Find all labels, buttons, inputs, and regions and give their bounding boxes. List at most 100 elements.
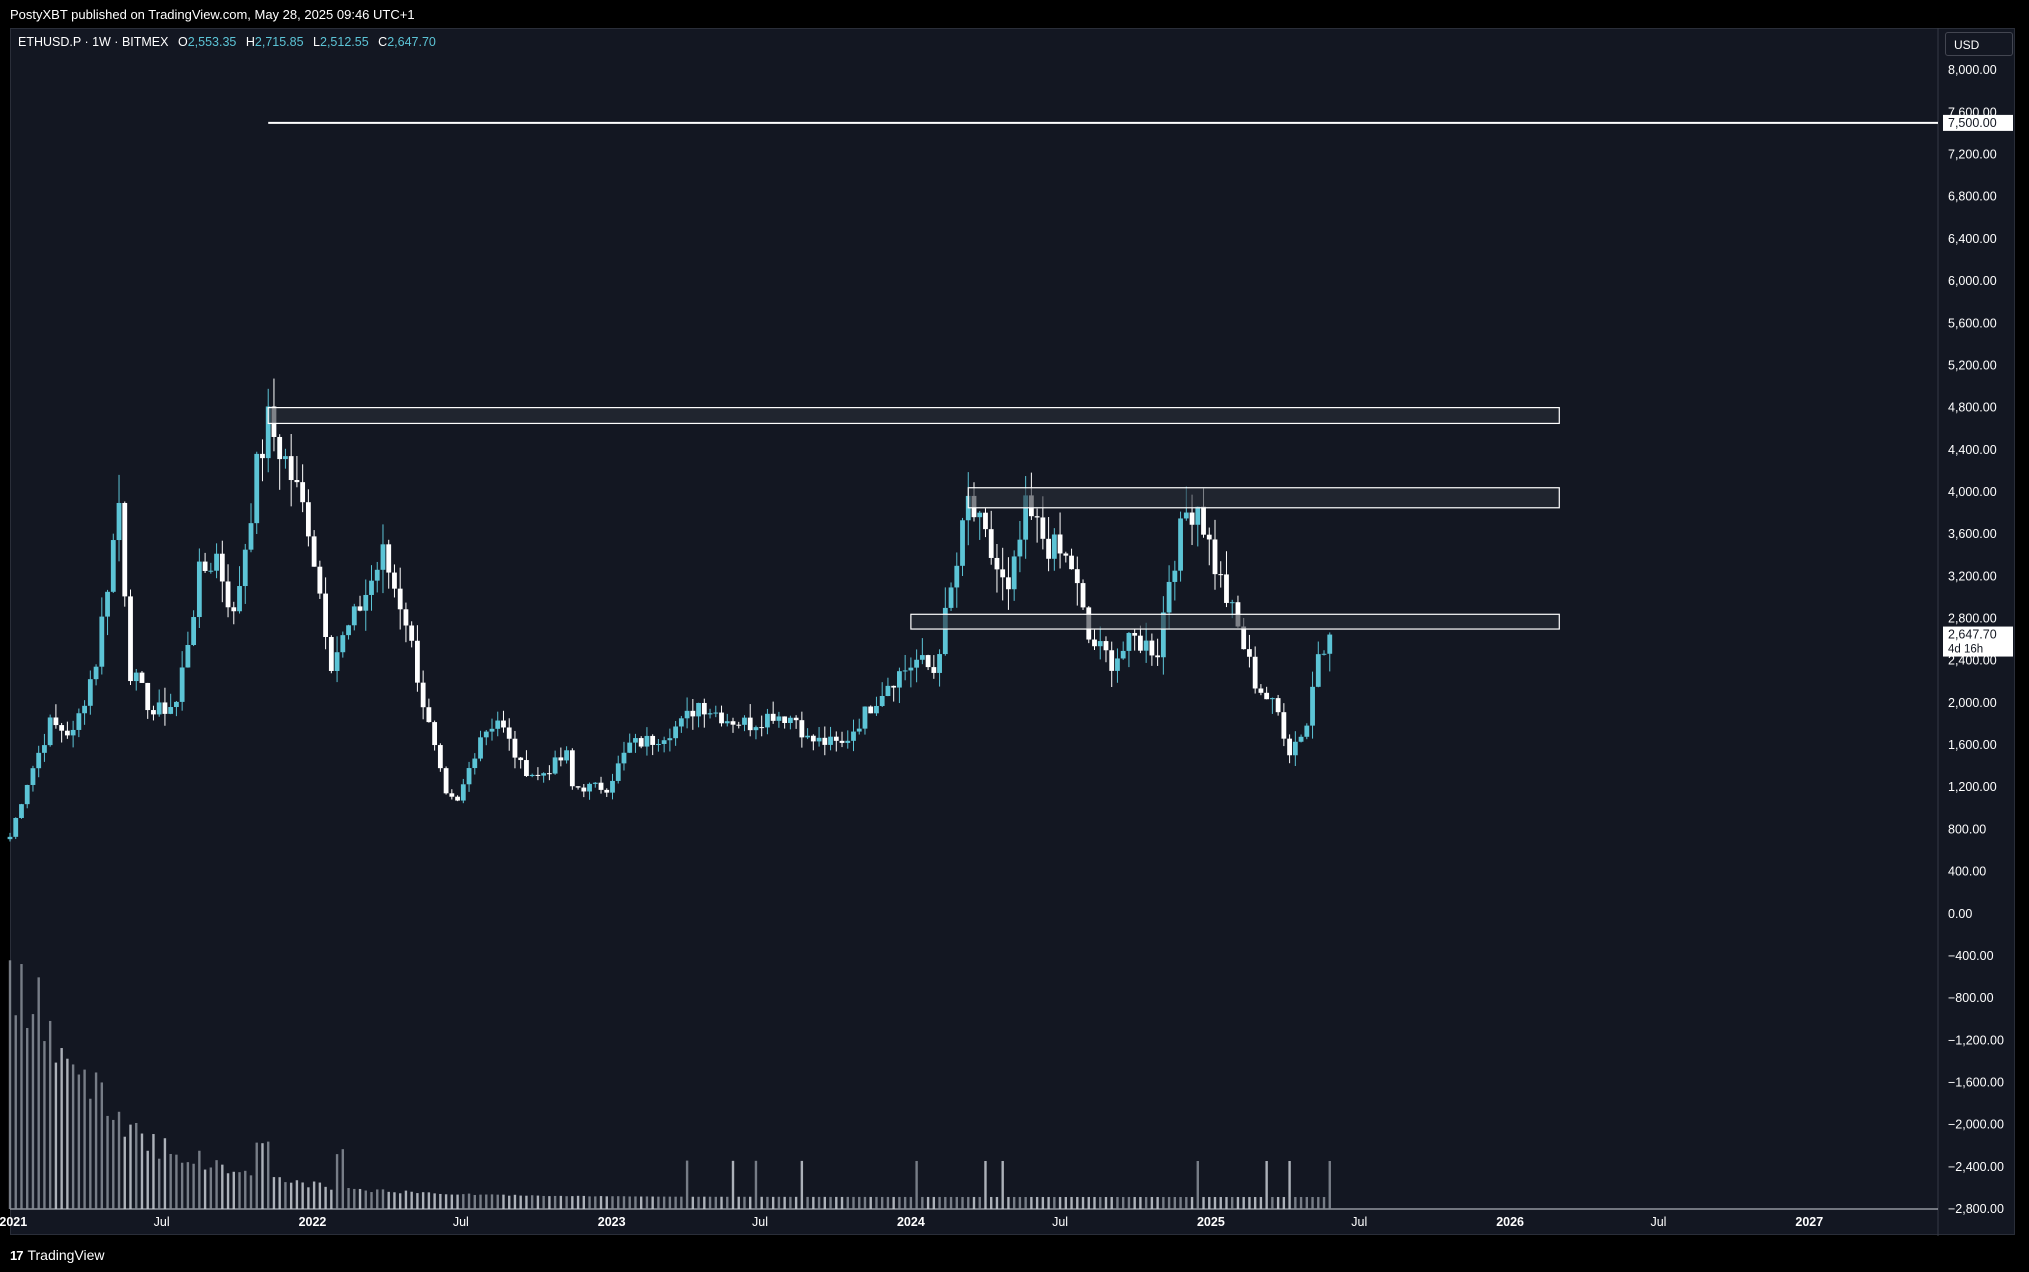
- candle-body: [139, 672, 145, 683]
- candle-body: [145, 682, 151, 711]
- price-zone[interactable]: [967, 487, 1560, 509]
- top-bar: PostyXBT published on TradingView.com, M…: [0, 0, 2029, 28]
- volume-bar: [490, 1194, 494, 1209]
- volume-bar: [726, 1196, 729, 1209]
- candle-body: [305, 502, 311, 537]
- volume-bar: [318, 1182, 322, 1209]
- volume-bar: [376, 1189, 379, 1209]
- volume-bar: [639, 1196, 643, 1209]
- close-label: C: [378, 35, 388, 49]
- candle-body: [1000, 569, 1006, 578]
- volume-bar: [1058, 1196, 1062, 1209]
- candle-body: [615, 763, 621, 781]
- candle-body: [1321, 653, 1327, 655]
- volume-bar: [1202, 1196, 1205, 1209]
- candle-body: [323, 593, 328, 638]
- volume-bar: [565, 1196, 568, 1209]
- volume-bar: [886, 1196, 890, 1209]
- volume-bar: [71, 1064, 75, 1209]
- candle-body: [122, 502, 128, 597]
- candle-body: [351, 606, 357, 626]
- volume-bar: [1167, 1196, 1171, 1209]
- volume-bar: [846, 1196, 849, 1209]
- volume-bar: [1322, 1196, 1326, 1209]
- candle-body: [265, 406, 271, 459]
- candle-body: [1155, 655, 1161, 658]
- candle-body: [724, 721, 730, 724]
- candle-body: [174, 701, 179, 708]
- y-tick-label: 2,400.00: [1948, 654, 1997, 668]
- y-tick-label: 7,200.00: [1948, 148, 1997, 162]
- volume-bar: [995, 1196, 999, 1209]
- open-value: 2,553.35: [187, 35, 237, 49]
- candle-body: [661, 740, 667, 744]
- candle-body: [219, 553, 225, 582]
- volume-bar: [737, 1196, 740, 1209]
- volume-bar: [1190, 1196, 1194, 1209]
- candle-body: [357, 606, 363, 611]
- candle-body: [82, 705, 87, 714]
- target-line-price-label: 7,500.00: [1948, 116, 1997, 130]
- volume-bar: [823, 1196, 827, 1209]
- tradingview-logo[interactable]: 17 TradingView: [10, 1247, 105, 1263]
- volume-bar: [915, 1160, 918, 1209]
- candle-body: [168, 707, 174, 714]
- volume-bar: [186, 1162, 190, 1209]
- volume-bar: [1150, 1196, 1154, 1209]
- candle-body: [782, 716, 788, 723]
- candle-body: [489, 728, 495, 732]
- x-tick-label: Jul: [1052, 1215, 1068, 1229]
- candle-body: [133, 672, 139, 682]
- published-by-text: PostyXBT published on TradingView.com, M…: [10, 7, 415, 22]
- volume-bar: [703, 1196, 706, 1209]
- volume-bar: [1087, 1196, 1090, 1209]
- candle-body: [730, 721, 736, 725]
- candle-body: [1212, 539, 1218, 575]
- volume-bar: [794, 1196, 798, 1209]
- volume-bar: [427, 1192, 431, 1209]
- candle-body: [529, 774, 535, 777]
- candle-body: [501, 720, 506, 728]
- currency-selector[interactable]: USD: [1945, 32, 2013, 56]
- chart-frame[interactable]: [10, 28, 2015, 1235]
- candle-body: [868, 706, 874, 714]
- volume-bar: [1253, 1196, 1257, 1209]
- volume-bar: [1116, 1196, 1119, 1209]
- volume-bar: [77, 1074, 81, 1209]
- volume-bar: [582, 1195, 586, 1209]
- volume-bar: [611, 1196, 614, 1209]
- symbol-label[interactable]: ETHUSD.P · 1W · BITMEX: [18, 35, 169, 49]
- candle-body: [64, 730, 70, 736]
- candle-body: [1201, 506, 1206, 535]
- volume-bar: [1093, 1196, 1096, 1209]
- volume-bar: [525, 1195, 528, 1209]
- candle-body: [1178, 518, 1183, 571]
- candle-body: [810, 735, 816, 742]
- candle-body: [742, 717, 747, 725]
- volume-bar: [806, 1196, 809, 1209]
- volume-bar: [232, 1171, 235, 1209]
- candle-body: [1304, 725, 1310, 737]
- volume-bar: [708, 1196, 712, 1209]
- candle-body: [334, 652, 340, 671]
- volume-bar: [226, 1173, 230, 1209]
- candle-body: [610, 780, 615, 793]
- candle-body: [874, 705, 879, 714]
- price-zone[interactable]: [267, 407, 1560, 425]
- volume-bar: [680, 1196, 683, 1209]
- y-tick-label: 2,800.00: [1948, 612, 1997, 626]
- volume-bar: [766, 1196, 769, 1209]
- candle-body: [105, 591, 110, 617]
- x-tick-label: 2024: [897, 1215, 925, 1229]
- candle-body: [1183, 512, 1189, 519]
- volume-bar: [519, 1195, 522, 1209]
- candle-body: [793, 717, 799, 721]
- x-tick-label: 2026: [1496, 1215, 1524, 1229]
- volume-bar: [1265, 1160, 1268, 1209]
- candle-body: [592, 782, 598, 784]
- candle-body: [30, 768, 36, 785]
- candle-body: [656, 743, 661, 745]
- price-zone[interactable]: [910, 613, 1560, 630]
- volume-bar: [209, 1167, 213, 1209]
